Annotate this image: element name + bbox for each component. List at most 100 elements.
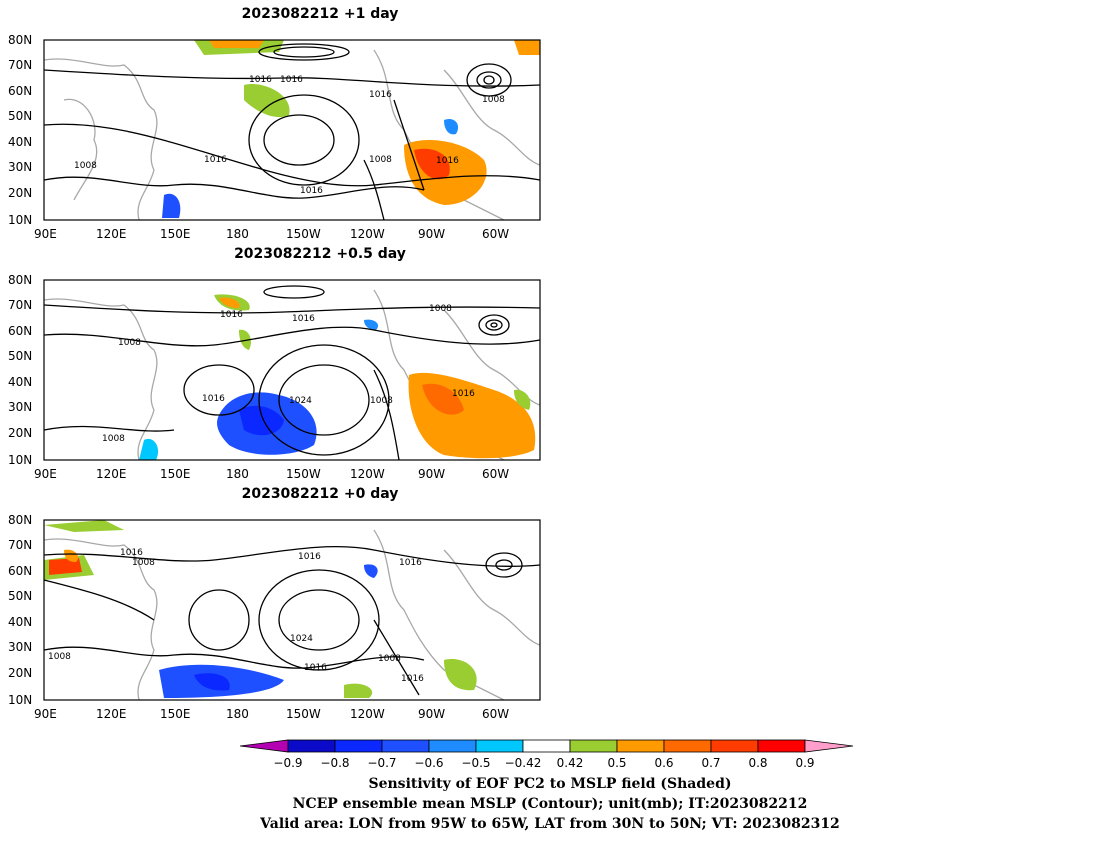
- lat-label: 30N: [8, 400, 32, 414]
- contour-label: 1016: [202, 394, 225, 404]
- axis-labels-lon: 90E 120E 150E 180 150W 120W 90W 60W: [34, 467, 509, 481]
- lon-label: 150E: [160, 707, 191, 721]
- colorbar-box: [522, 739, 571, 753]
- lat-label: 20N: [8, 426, 32, 440]
- contour-label: 1008: [48, 652, 71, 662]
- map-panel-3: 80N 70N 60N 50N 40N 30N 20N 10N 1016 100…: [8, 513, 541, 721]
- lon-label: 60W: [482, 227, 509, 241]
- contour-label: 1008: [132, 558, 155, 568]
- contour-label: 1016: [120, 548, 143, 558]
- lat-label: 30N: [8, 640, 32, 654]
- lon-label: 150W: [286, 707, 321, 721]
- contour-label: 1016: [304, 663, 327, 673]
- contour-label: 1008: [74, 161, 97, 171]
- map-area: 1016 1008 1016 1016 1024 1016 1008 1016 …: [43, 519, 541, 701]
- colorbar-labels: −0.9 −0.8 −0.7 −0.6 −0.5 −0.42 0.42 0.5 0.6 0.7 0.…: [273, 756, 814, 770]
- contour-label: 1016: [399, 558, 422, 568]
- map-area: 1016 1016 1008 1008 1016 1024 1008 1016 …: [43, 279, 541, 461]
- colorbar-label: −0.7: [367, 756, 396, 770]
- lat-label: 50N: [8, 109, 32, 123]
- contour-label: 1024: [289, 396, 312, 406]
- lon-label: 180: [226, 227, 249, 241]
- contour-label: 1008: [482, 95, 505, 105]
- axis-labels-lon: 90E 120E 150E 180 150W 120W 90W 60W: [34, 707, 509, 721]
- contour-label: 1016: [401, 674, 424, 684]
- colorbar-label: 0.6: [654, 756, 673, 770]
- lon-label: 120E: [96, 707, 127, 721]
- map-panel-1: 80N 70N 60N 50N 40N 30N 20N 10N: [8, 33, 541, 241]
- panel-2-title: 2023082212 +0.5 day: [234, 246, 406, 262]
- lon-label: 150W: [286, 467, 321, 481]
- lon-label: 120W: [350, 227, 385, 241]
- lon-label: 150E: [160, 227, 191, 241]
- colorbar-box: [428, 739, 477, 753]
- lat-label: 80N: [8, 273, 32, 287]
- colorbar-box: [757, 739, 806, 753]
- contour-label: 1016: [204, 155, 227, 165]
- lat-label: 40N: [8, 135, 32, 149]
- lon-label: 90E: [34, 707, 57, 721]
- colorbar-box: [381, 739, 430, 753]
- axis-labels-lat: 80N 70N 60N 50N 40N 30N 20N 10N: [8, 273, 32, 467]
- lat-label: 30N: [8, 160, 32, 174]
- colorbar-label: 0.8: [748, 756, 767, 770]
- colorbar-box: [287, 739, 336, 753]
- lat-label: 60N: [8, 84, 32, 98]
- lon-label: 120E: [96, 467, 127, 481]
- caption-line-3: Valid area: LON from 95W to 65W, LAT fro…: [260, 816, 840, 832]
- colorbar-box: [663, 739, 712, 753]
- colorbar-arrow-right: [804, 739, 854, 753]
- lat-label: 60N: [8, 324, 32, 338]
- colorbar-arrow-left: [240, 739, 289, 753]
- lat-label: 50N: [8, 349, 32, 363]
- axis-labels-lat: 80N 70N 60N 50N 40N 30N 20N 10N: [8, 513, 32, 707]
- lon-label: 150W: [286, 227, 321, 241]
- contour-label: 1016: [436, 156, 459, 166]
- colorbar-box: [475, 739, 524, 753]
- contour-label: 1008: [370, 396, 393, 406]
- contour-label: 1016: [300, 186, 323, 196]
- contour-label: 1008: [102, 434, 125, 444]
- lat-label: 70N: [8, 58, 32, 72]
- map-panel-2: 80N 70N 60N 50N 40N 30N 20N 10N: [8, 273, 541, 481]
- lat-label: 10N: [8, 453, 32, 467]
- colorbar-boxes: [240, 739, 854, 753]
- lat-label: 80N: [8, 33, 32, 47]
- lat-label: 70N: [8, 538, 32, 552]
- contour-label: 1016: [220, 310, 243, 320]
- axis-labels-lon: 90E 120E 150E 180 150W 120W 90W 60W: [34, 227, 509, 241]
- contour-label: 1024: [290, 634, 313, 644]
- lat-label: 10N: [8, 693, 32, 707]
- lon-label: 90E: [34, 227, 57, 241]
- lon-label: 60W: [482, 707, 509, 721]
- lon-label: 120E: [96, 227, 127, 241]
- lat-label: 40N: [8, 615, 32, 629]
- lat-label: 20N: [8, 186, 32, 200]
- lon-label: 90E: [34, 467, 57, 481]
- colorbar-label: 0.42: [557, 756, 584, 770]
- colorbar-label: 0.9: [795, 756, 814, 770]
- colorbar-box: [569, 739, 618, 753]
- contour-label: 1016: [280, 75, 303, 85]
- lat-label: 40N: [8, 375, 32, 389]
- axis-labels-lat: 80N 70N 60N 50N 40N 30N 20N 10N: [8, 33, 32, 227]
- contour-label: 1008: [118, 338, 141, 348]
- contour-label: 1016: [369, 90, 392, 100]
- colorbar-label: −0.6: [414, 756, 443, 770]
- lat-label: 70N: [8, 298, 32, 312]
- map-area: 1016 1016 1008 1016 1008 1016 1008 1016 …: [43, 39, 541, 221]
- contour-label: 1016: [292, 314, 315, 324]
- lat-label: 20N: [8, 666, 32, 680]
- lat-label: 80N: [8, 513, 32, 527]
- lon-label: 90W: [418, 227, 445, 241]
- contour-label: 1016: [298, 552, 321, 562]
- colorbar-box: [334, 739, 383, 753]
- caption-line-1: Sensitivity of EOF PC2 to MSLP field (Sh…: [368, 776, 732, 792]
- lat-label: 10N: [8, 213, 32, 227]
- colorbar-label: 0.5: [607, 756, 626, 770]
- colorbar: −0.9 −0.8 −0.7 −0.6 −0.5 −0.42 0.42 0.5 0.6 0.7 0.…: [240, 739, 854, 770]
- lat-label: 60N: [8, 564, 32, 578]
- lon-label: 180: [226, 467, 249, 481]
- panel-3-title: 2023082212 +0 day: [241, 486, 399, 502]
- lat-label: 50N: [8, 589, 32, 603]
